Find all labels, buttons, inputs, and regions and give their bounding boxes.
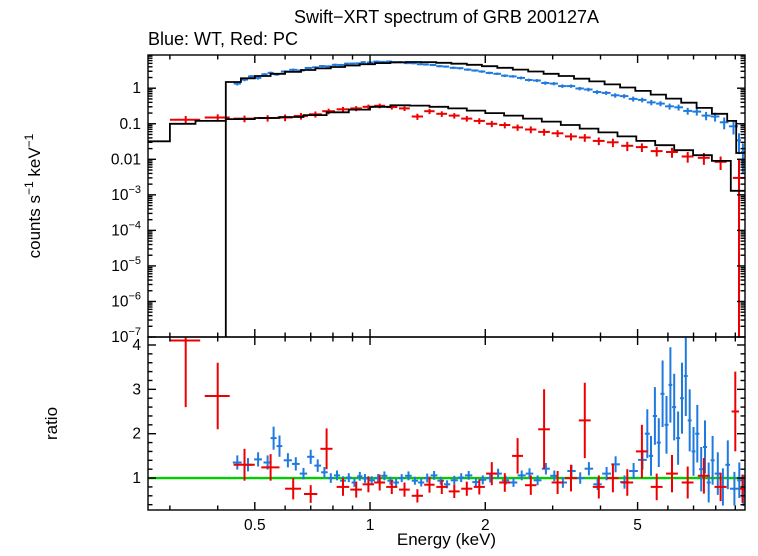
y-tick-label: 0.01 [111,151,141,168]
ratio-y-axis-label: ratio [42,407,61,440]
figure-title: Swift−XRT spectrum of GRB 200127A [294,7,599,27]
y-tick-label: 10−7 [111,326,141,346]
ratio-labels: 1 2 3 4 0.5 1 2 5 ratio [42,337,642,534]
spectrum-axes [147,54,746,338]
figure-subtitle: Blue: WT, Red: PC [148,29,299,49]
x-tick-label: 1 [366,517,375,534]
pc-model [148,104,745,192]
spectrum-y-axis-label: counts s−1 keV−1 [22,133,44,258]
wt-data [233,60,745,174]
x-tick-label: 5 [633,517,642,534]
y-tick-label: 10−4 [111,219,141,239]
pc-ratio [169,337,745,503]
y-tick-label: 3 [132,381,141,398]
pc-data [169,103,745,337]
y-tick-label: 10−6 [111,290,141,310]
y-tick-label: 2 [132,426,141,443]
ratio-data-layer [148,337,745,506]
y-tick-label: 10−3 [111,184,141,204]
x-tick-label: 2 [481,517,490,534]
spectrum-data-layer [148,60,745,337]
wt-model [224,61,745,337]
y-tick-label: 1 [132,470,141,487]
y-tick-label: 10−5 [111,255,141,275]
y-tick-label: 4 [132,337,141,354]
wt-ratio [232,337,745,506]
x-axis-label: Energy (keV) [396,530,497,549]
spectrum-labels: 1 0.1 0.01 10−3 10−4 10−5 10−6 10−7 counts s−1 k… [22,80,141,346]
y-tick-label: 1 [132,80,141,97]
y-tick-label: 0.1 [119,116,141,133]
ratio-axes [147,336,746,511]
x-tick-label: 0.5 [244,517,266,534]
